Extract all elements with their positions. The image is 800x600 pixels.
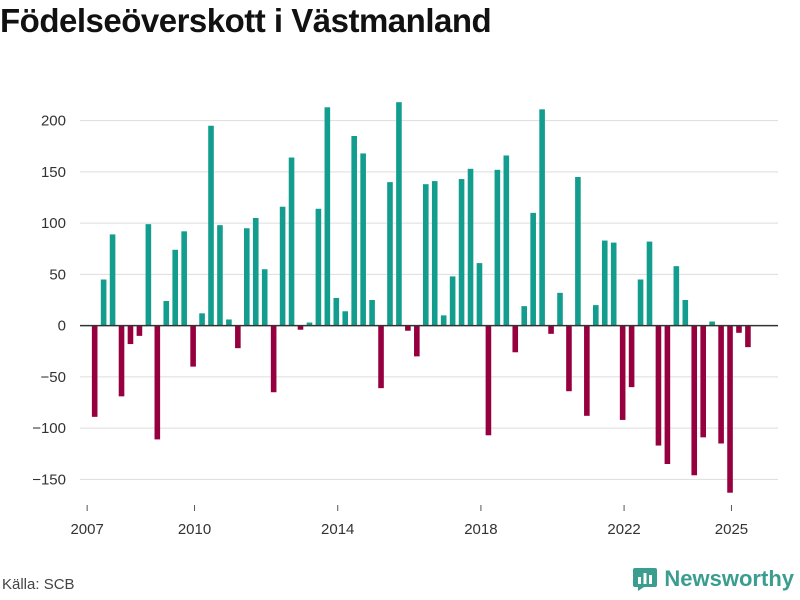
bar (100, 279, 107, 326)
bar (172, 249, 179, 326)
bar (288, 157, 295, 326)
bar (297, 325, 304, 330)
bar (252, 218, 259, 326)
bar (190, 325, 196, 367)
bar (718, 325, 724, 444)
bars (91, 102, 751, 493)
bar (530, 212, 536, 326)
y-axis-ticks: −150 −100 −50 0 50 100 150 200 (32, 113, 66, 489)
bar (476, 263, 483, 326)
bar (646, 241, 653, 326)
y-tick-label: −50 (41, 369, 66, 386)
bar (736, 325, 742, 333)
bar (405, 325, 411, 331)
bar (691, 325, 698, 476)
bar (315, 208, 322, 326)
x-tick-label: 2010 (178, 521, 211, 538)
bar (333, 297, 340, 326)
bar (351, 136, 357, 326)
bar (682, 300, 689, 326)
y-tick-label: −150 (32, 471, 66, 488)
bar (485, 325, 492, 436)
bar (217, 225, 223, 326)
bar (109, 234, 116, 326)
bar (244, 228, 250, 326)
bar (306, 322, 313, 326)
bar (324, 107, 331, 326)
bar (387, 182, 393, 326)
y-tick-label: −100 (32, 420, 66, 437)
bar (360, 153, 366, 326)
bar (494, 169, 501, 326)
x-tick-label: 2022 (607, 521, 640, 538)
bar (270, 325, 277, 393)
bar (539, 109, 545, 326)
y-tick-label: 0 (58, 318, 66, 335)
bar (369, 300, 375, 326)
y-tick-label: 50 (49, 266, 66, 283)
bar (628, 325, 635, 388)
bar (637, 279, 644, 326)
bar (664, 325, 671, 464)
bar (503, 155, 510, 326)
brand-name: Newsworthy (664, 566, 794, 591)
bar (199, 313, 205, 326)
x-tick-label: 2018 (464, 521, 497, 538)
bar (91, 325, 98, 417)
bar (745, 325, 751, 348)
bar (181, 231, 187, 326)
source-label: Källa: SCB (2, 576, 75, 593)
bar (601, 240, 608, 326)
bar (279, 206, 286, 326)
x-tick-label: 2007 (70, 521, 103, 538)
bar (610, 242, 617, 326)
y-tick-label: 150 (41, 164, 66, 181)
newsworthy-chart-icon (633, 568, 658, 591)
bar (709, 321, 715, 326)
bar (422, 184, 429, 326)
bar (261, 269, 268, 326)
bar (440, 315, 447, 326)
bar (548, 325, 554, 334)
bar (449, 276, 456, 326)
x-axis-ticks: 2007 2010 2014 2018 2022 2025 (70, 505, 748, 538)
bar (512, 325, 519, 353)
bar (118, 325, 125, 397)
bar (145, 224, 152, 326)
bar (566, 325, 572, 392)
bar (396, 102, 402, 326)
y-tick-label: 100 (41, 215, 66, 232)
bar (467, 168, 474, 326)
bar (619, 325, 626, 420)
brand-logo: Newsworthy (632, 566, 794, 592)
bar (521, 306, 528, 326)
bar (342, 311, 349, 326)
bar (431, 181, 438, 326)
x-tick-label: 2025 (715, 521, 748, 538)
bar (235, 325, 241, 349)
chart-title: Födelseöverskott i Västmanland (0, 2, 492, 39)
bar (727, 325, 733, 493)
bar (127, 325, 134, 345)
bar (154, 325, 161, 440)
bar (655, 325, 662, 446)
bar (584, 325, 590, 416)
bar (673, 266, 680, 326)
bar (700, 325, 706, 438)
bar (458, 179, 465, 326)
bar (593, 305, 599, 326)
bar (163, 301, 170, 326)
bar (226, 319, 232, 326)
bar (208, 125, 214, 326)
bar (378, 325, 384, 389)
bar (557, 292, 563, 326)
bar (575, 177, 581, 326)
grid-lines (80, 120, 778, 480)
bar (136, 325, 143, 336)
y-tick-label: 200 (41, 113, 66, 130)
x-tick-label: 2014 (321, 521, 354, 538)
bar (414, 325, 420, 357)
